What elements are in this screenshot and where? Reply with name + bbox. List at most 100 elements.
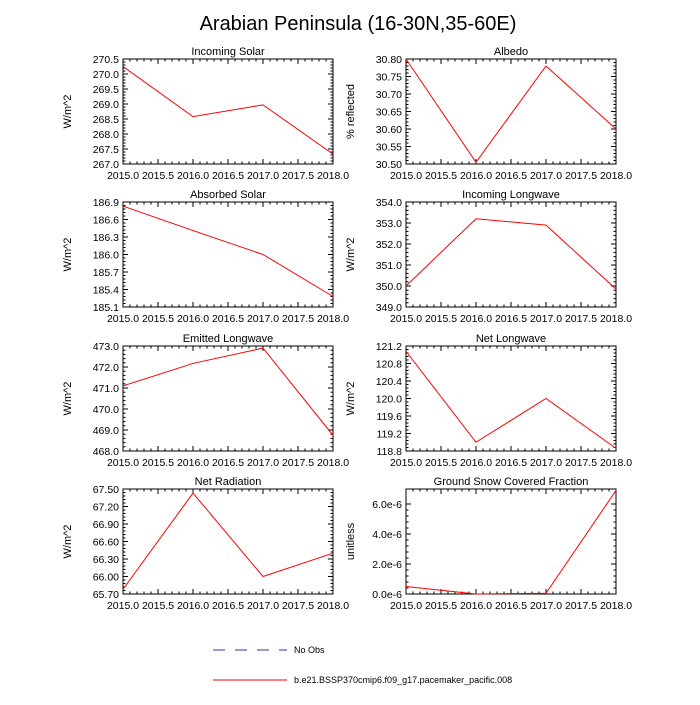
y-tick-label: 268.5 <box>93 114 119 126</box>
y-tick-label: 351.0 <box>376 260 402 272</box>
y-tick-label: 66.90 <box>93 519 119 531</box>
y-tick-label: 118.8 <box>377 446 403 458</box>
series-line <box>122 347 334 436</box>
x-tick-label: 2018.0 <box>317 313 349 325</box>
x-tick-label: 2015.0 <box>390 170 422 182</box>
x-tick-label: 2016.5 <box>495 170 527 182</box>
panel-6: Net Longwave W/m^2 2015.0 2015.5 2016.0 2016.… <box>345 333 632 469</box>
y-tick-label: 30.60 <box>376 124 402 136</box>
x-tick-label: 2015.0 <box>107 170 139 182</box>
series-line <box>405 218 617 290</box>
y-tick-label: 30.50 <box>376 159 402 171</box>
x-tick-label: 2015.5 <box>425 457 457 469</box>
y-tick-label: 67.20 <box>93 502 119 514</box>
series-line <box>122 205 334 297</box>
y-tick-label: 185.4 <box>93 285 119 297</box>
x-tick-label: 2015.0 <box>107 600 139 612</box>
x-tick-label: 2015.5 <box>142 313 174 325</box>
series-line <box>122 492 334 590</box>
x-tick-label: 2015.0 <box>390 457 422 469</box>
y-tick-label: 469.0 <box>93 425 119 437</box>
y-tick-label: 468.0 <box>93 446 119 458</box>
y-axis-label: W/m^2 <box>62 525 74 559</box>
x-tick-label: 2017.0 <box>247 600 279 612</box>
x-tick-label: 2017.5 <box>282 600 314 612</box>
y-tick-label: 470.0 <box>93 404 119 416</box>
y-tick-label: 120.0 <box>376 394 402 406</box>
x-tick-label: 2018.0 <box>600 457 632 469</box>
x-tick-label: 2017.0 <box>530 313 562 325</box>
y-tick-label: 67.50 <box>93 484 119 496</box>
x-tick-label: 2015.5 <box>425 600 457 612</box>
x-tick-label: 2017.5 <box>282 313 314 325</box>
y-tick-label: 268.0 <box>93 129 119 141</box>
x-tick-label: 2016.5 <box>212 313 244 325</box>
y-tick-label: 270.5 <box>93 54 119 66</box>
y-tick-label: 30.70 <box>376 89 402 101</box>
series-line <box>122 66 334 155</box>
y-tick-label: 185.7 <box>93 267 119 279</box>
y-tick-label: 349.0 <box>376 302 402 314</box>
x-tick-label: 2016.0 <box>460 170 492 182</box>
x-tick-label: 2017.5 <box>282 457 314 469</box>
y-tick-label: 185.1 <box>93 302 119 314</box>
panel-title: Net Longwave <box>476 333 546 345</box>
y-tick-label: 30.75 <box>376 72 402 84</box>
y-tick-label: 354.0 <box>376 197 402 209</box>
x-tick-label: 2017.5 <box>565 170 597 182</box>
y-axis-label: W/m^2 <box>62 382 74 416</box>
x-tick-label: 2016.5 <box>212 170 244 182</box>
x-tick-label: 2017.0 <box>247 457 279 469</box>
series-line <box>405 490 617 595</box>
x-tick-label: 2015.5 <box>425 313 457 325</box>
y-tick-label: 473.0 <box>93 341 119 353</box>
x-tick-label: 2017.0 <box>247 170 279 182</box>
y-tick-label: 353.0 <box>376 218 402 230</box>
series-line <box>405 350 617 449</box>
y-tick-label: 270.0 <box>93 69 119 81</box>
x-tick-label: 2016.0 <box>460 457 492 469</box>
y-tick-label: 472.0 <box>93 362 119 374</box>
legend-model-label: b.e21.BSSP370cmip6.f09_g17.pacemaker_pac… <box>294 675 512 685</box>
x-tick-label: 2016.5 <box>495 600 527 612</box>
y-tick-label: 66.00 <box>93 572 119 584</box>
page-title: Arabian Peninsula (16-30N,35-60E) <box>200 13 517 35</box>
panel-title: Emitted Longwave <box>183 333 274 345</box>
y-tick-label: 6.0e-6 <box>372 499 402 511</box>
x-tick-label: 2017.0 <box>530 600 562 612</box>
y-tick-label: 269.0 <box>93 99 119 111</box>
x-tick-label: 2018.0 <box>317 457 349 469</box>
x-tick-label: 2015.5 <box>425 170 457 182</box>
panel-title: Albedo <box>494 46 528 58</box>
panel-frame <box>405 345 617 452</box>
y-tick-label: 350.0 <box>376 281 402 293</box>
y-tick-label: 121.2 <box>376 341 402 353</box>
y-tick-label: 186.6 <box>93 215 119 227</box>
x-tick-label: 2018.0 <box>600 600 632 612</box>
y-axis-label: W/m^2 <box>345 382 357 416</box>
y-tick-label: 30.55 <box>376 142 402 154</box>
x-tick-label: 2016.5 <box>212 600 244 612</box>
y-tick-label: 267.0 <box>93 159 119 171</box>
y-tick-label: 4.0e-6 <box>372 529 402 541</box>
x-tick-label: 2016.5 <box>495 457 527 469</box>
y-tick-label: 269.5 <box>93 84 119 96</box>
x-tick-label: 2017.5 <box>282 170 314 182</box>
x-tick-label: 2018.0 <box>600 313 632 325</box>
x-tick-label: 2016.5 <box>495 313 527 325</box>
panel-title: Absorbed Solar <box>190 189 266 201</box>
x-tick-label: 2017.0 <box>530 170 562 182</box>
panel-frame <box>405 488 617 595</box>
y-tick-label: 352.0 <box>376 239 402 251</box>
x-tick-label: 2018.0 <box>317 170 349 182</box>
x-tick-label: 2017.5 <box>565 600 597 612</box>
panel-frame <box>122 58 334 165</box>
y-tick-label: 66.30 <box>93 554 119 566</box>
panel-frame <box>405 58 617 165</box>
x-tick-label: 2016.5 <box>212 457 244 469</box>
y-axis-label: W/m^2 <box>345 238 357 272</box>
panel-frame <box>122 488 334 595</box>
